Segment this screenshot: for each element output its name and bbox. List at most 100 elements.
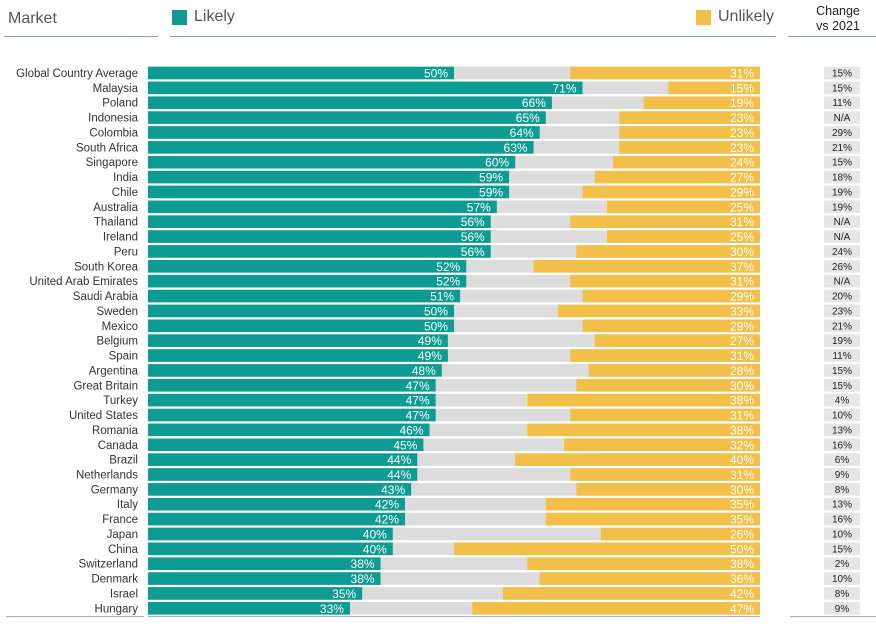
likely-value-label: 64%: [510, 126, 534, 140]
likely-value-label: 43%: [381, 483, 405, 497]
unlikely-bar-segment: [558, 304, 760, 318]
market-label: United Arab Emirates: [29, 276, 138, 288]
unlikely-bar-segment: [570, 274, 760, 288]
likely-bar-segment: [148, 81, 583, 95]
unlikely-bar-segment: [527, 423, 760, 437]
change-cell-bg: [824, 155, 860, 169]
unlikely-bar-segment: [619, 111, 760, 124]
likely-bar-segment: [148, 364, 442, 377]
change-cell-bg: [824, 527, 860, 541]
likely-bar-segment: [148, 483, 412, 496]
change-cell-bg: [824, 408, 860, 422]
change-value: 19%: [832, 187, 852, 198]
likely-bar-segment: [148, 453, 418, 466]
unlikely-bar-segment: [576, 245, 760, 258]
change-value: 9%: [835, 604, 850, 615]
market-label: Great Britain: [73, 380, 138, 392]
market-label: Singapore: [86, 157, 138, 169]
unlikely-value-label: 32%: [730, 438, 754, 452]
unlikely-value-label: 28%: [730, 364, 754, 378]
likely-bar-segment: [148, 587, 363, 600]
legend-likely-swatch: [172, 9, 187, 25]
market-label: Thailand: [94, 217, 138, 229]
unlikely-bar-segment: [576, 378, 760, 392]
likely-value-label: 60%: [485, 156, 509, 170]
market-column-header: Market: [8, 10, 57, 27]
change-value: 13%: [832, 425, 852, 436]
unlikely-value-label: 50%: [730, 542, 754, 556]
unlikely-value-label: 35%: [730, 498, 754, 512]
unlikely-value-label: 37%: [730, 260, 754, 274]
unlikely-bar-segment: [570, 468, 760, 481]
change-value: N/A: [834, 232, 851, 243]
market-label: Argentina: [89, 365, 139, 377]
unlikely-value-label: 29%: [730, 290, 754, 304]
market-header-underline: [4, 36, 158, 37]
unlikely-bar-segment: [576, 483, 760, 496]
change-cell-bg: [824, 364, 860, 377]
unlikely-bar-segment: [594, 334, 760, 347]
likely-bar-segment: [148, 393, 436, 407]
likely-bar-segment: [148, 423, 430, 437]
market-label: Israel: [110, 588, 138, 600]
likely-value-label: 44%: [387, 453, 411, 467]
change-value: 6%: [835, 455, 850, 466]
unlikely-value-label: 47%: [730, 602, 754, 616]
change-value: 19%: [832, 202, 852, 213]
market-label: Switzerland: [79, 559, 138, 571]
likely-bar-segment: [148, 111, 546, 124]
change-value: N/A: [834, 217, 851, 228]
change-cell-bg: [824, 393, 860, 407]
unlikely-bar-segment: [515, 453, 760, 466]
unlikely-value-label: 42%: [730, 587, 754, 601]
change-cell-bg: [824, 304, 860, 318]
unlikely-value-label: 31%: [730, 349, 754, 363]
likely-bar-segment: [148, 468, 418, 481]
change-value: 2%: [835, 559, 850, 570]
likely-value-label: 46%: [399, 423, 423, 437]
change-value: 8%: [835, 485, 850, 496]
change-value: 15%: [832, 366, 852, 377]
likely-value-label: 47%: [406, 379, 430, 393]
unlikely-bar-segment: [502, 587, 760, 600]
unlikely-value-label: 36%: [730, 572, 754, 586]
likely-bar-segment: [148, 230, 491, 243]
change-value: 20%: [832, 292, 852, 303]
change-value: 16%: [832, 440, 852, 451]
likely-bar-segment: [148, 527, 393, 541]
market-label: Sweden: [96, 306, 138, 318]
likely-value-label: 50%: [424, 67, 448, 81]
unlikely-value-label: 29%: [730, 319, 754, 333]
likely-value-label: 35%: [332, 587, 356, 601]
likely-value-label: 65%: [516, 111, 540, 125]
change-value: 24%: [832, 247, 852, 258]
unlikely-value-label: 26%: [730, 527, 754, 541]
likely-value-label: 48%: [412, 364, 436, 378]
likely-bar-segment: [148, 170, 510, 184]
unlikely-bar-segment: [545, 512, 760, 526]
market-label: Global Country Average: [16, 68, 138, 80]
likely-bar-segment: [148, 542, 393, 556]
unlikely-value-label: 15%: [730, 81, 754, 95]
legend-unlikely-swatch: [696, 9, 711, 25]
market-label: South Africa: [76, 142, 139, 154]
change-cell-bg: [824, 126, 860, 139]
likely-bar-segment: [148, 66, 454, 80]
likely-bar-segment: [148, 304, 454, 318]
unlikely-bar-segment: [570, 408, 760, 422]
change-cell-bg: [824, 289, 860, 303]
change-cell-bg: [824, 483, 860, 496]
unlikely-value-label: 27%: [730, 334, 754, 348]
change-value: 10%: [832, 574, 852, 585]
change-value: 15%: [832, 69, 852, 80]
unlikely-bar-segment: [527, 557, 760, 571]
unlikely-bar-segment: [472, 602, 760, 615]
unlikely-value-label: 31%: [730, 67, 754, 81]
likely-bar-segment: [148, 289, 461, 303]
market-label: Denmark: [91, 574, 138, 586]
market-label: Australia: [93, 202, 138, 214]
likely-bar-segment: [148, 141, 534, 154]
unlikely-value-label: 38%: [730, 394, 754, 408]
likely-value-label: 63%: [504, 141, 528, 155]
